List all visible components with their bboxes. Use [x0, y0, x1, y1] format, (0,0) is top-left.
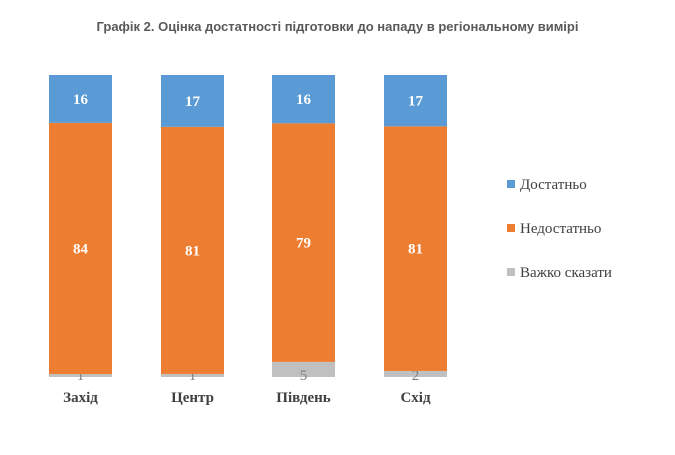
data-label: 84	[73, 241, 89, 257]
legend-label: Недостатньо	[520, 221, 601, 237]
bar-segment	[161, 126, 224, 374]
bar-segment	[161, 75, 224, 127]
legend-swatch	[507, 268, 515, 276]
bar-segment	[272, 361, 335, 377]
data-label: 1	[77, 368, 85, 384]
category-label: Захід	[63, 390, 98, 406]
bar-segment	[384, 126, 447, 371]
category-label: Південь	[276, 390, 330, 406]
bar-segment	[49, 75, 112, 123]
legend-swatch	[507, 224, 515, 232]
legend-swatch	[507, 180, 515, 188]
data-label: 17	[408, 94, 424, 110]
bar-segment	[384, 370, 447, 377]
bar-segment	[161, 373, 224, 377]
data-label: 81	[185, 243, 200, 259]
category-label: Центр	[171, 390, 214, 406]
bar-segment	[272, 123, 335, 362]
data-label: 81	[408, 242, 423, 258]
legend-label: Важко сказати	[520, 265, 612, 281]
data-label: 2	[412, 368, 420, 384]
category-label: Схід	[400, 390, 431, 406]
chart-title: Графік 2. Оцінка достатності підготовки …	[96, 19, 579, 34]
bar-segment	[272, 75, 335, 124]
legend-label: Достатньо	[520, 177, 587, 193]
bar-segment	[384, 75, 447, 127]
bar-segment	[49, 374, 112, 377]
data-label: 79	[296, 236, 311, 252]
data-label: 16	[73, 92, 89, 108]
bar-segment	[49, 122, 112, 375]
data-label: 5	[300, 368, 308, 384]
data-label: 1	[189, 368, 197, 384]
data-label: 17	[185, 94, 201, 110]
data-label: 16	[296, 92, 312, 108]
